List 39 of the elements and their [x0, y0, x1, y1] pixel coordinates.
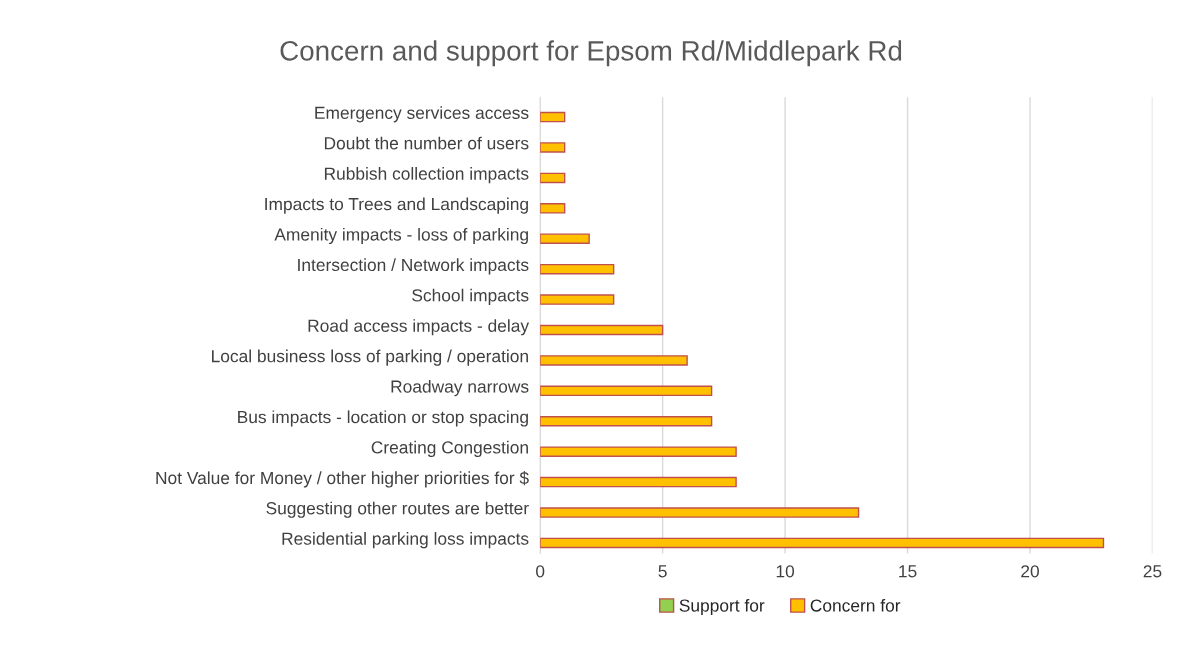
bar — [540, 385, 713, 397]
x-tick-label: 25 — [1143, 565, 1162, 578]
x-tick-label: 15 — [899, 565, 917, 578]
bar — [540, 142, 566, 153]
y-tick-label: Suggesting other routes are better — [266, 501, 529, 518]
chart-title: Concern and support for Epsom Rd/Middlepark Rd — [280, 40, 902, 67]
bar — [540, 537, 1105, 549]
y-tick-label: Creating Congestion — [371, 440, 528, 457]
y-tick-label: Roadway narrows — [391, 379, 529, 397]
y-tick-label: Emergency services access — [315, 106, 529, 123]
y-tick-label: Residential parking loss impacts — [282, 532, 529, 549]
bar — [540, 446, 737, 457]
y-tick-label: Not Value for Money / other higher priorities for $ — [156, 471, 529, 488]
y-tick-label: Local business loss of parking / operation — [212, 349, 528, 366]
y-tick-label: Rubbish collection impacts — [324, 167, 529, 184]
y-tick-label: School impacts — [412, 288, 529, 305]
legend-label: Support for — [679, 598, 765, 616]
bar — [540, 203, 566, 214]
bar — [540, 507, 860, 518]
bar — [540, 172, 566, 184]
x-tick-label: 10 — [776, 565, 795, 578]
bar — [540, 294, 615, 305]
bar — [540, 111, 566, 123]
bar — [540, 263, 615, 275]
y-tick-label: Bus impacts - location or stop spacing — [238, 410, 528, 427]
x-tick-label: 5 — [658, 565, 667, 578]
x-tick-label: 0 — [536, 565, 545, 578]
bar — [540, 476, 737, 488]
legend-label: Concern for — [810, 598, 901, 612]
y-tick-label: Amenity impacts - loss of parking — [274, 227, 528, 245]
y-tick-label: Road access impacts - delay — [308, 319, 530, 336]
bar — [540, 415, 713, 427]
bar — [540, 324, 664, 336]
bar — [540, 233, 590, 244]
x-tick-label: 20 — [1021, 565, 1039, 578]
bar — [540, 355, 688, 366]
y-tick-label: Doubt the number of users — [324, 136, 529, 150]
y-tick-label: Impacts to Trees and Landscaping — [265, 197, 528, 214]
y-tick-label: Intersection / Network impacts — [298, 258, 529, 275]
